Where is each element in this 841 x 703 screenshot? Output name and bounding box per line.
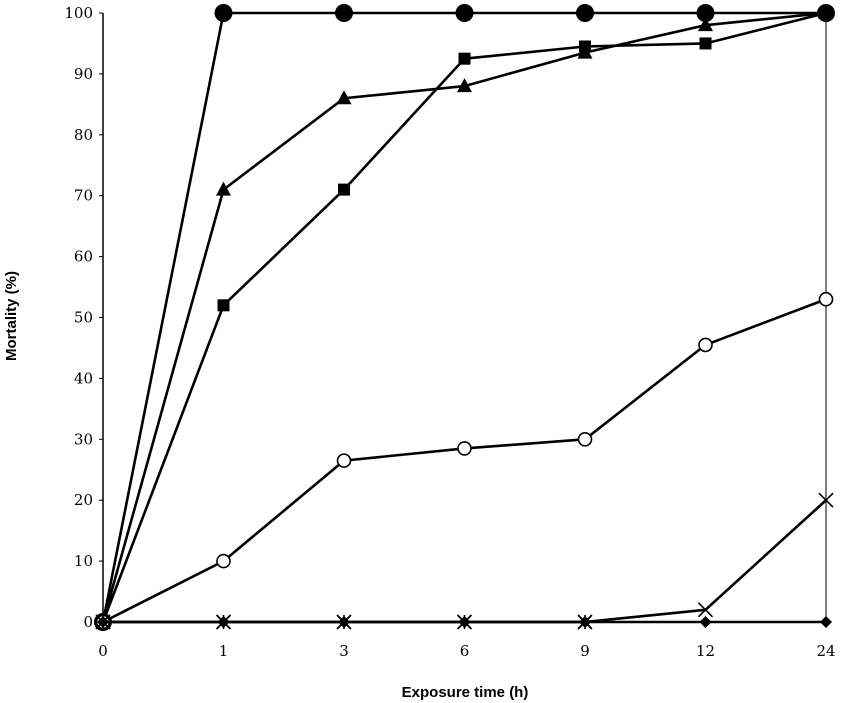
y-tick-label: 0 xyxy=(83,613,93,631)
y-tick-label: 100 xyxy=(64,4,93,22)
data-point xyxy=(214,4,233,22)
series-group xyxy=(94,4,835,631)
data-point xyxy=(457,78,472,93)
data-point xyxy=(97,616,109,628)
data-point xyxy=(216,181,231,196)
data-point xyxy=(338,183,350,196)
data-point xyxy=(336,90,352,105)
y-tick-label: 70 xyxy=(74,187,93,205)
data-point xyxy=(698,17,713,32)
series-line xyxy=(101,11,827,623)
data-point xyxy=(576,4,594,22)
series-open-circle xyxy=(95,291,834,630)
series-filled-circle xyxy=(94,4,835,631)
series-line xyxy=(101,11,826,623)
series-cross xyxy=(95,492,834,630)
y-tick-label: 30 xyxy=(74,430,93,448)
data-point xyxy=(455,4,474,22)
x-axis-title: Exposure time (h) xyxy=(402,684,529,701)
x-tick-label: 6 xyxy=(460,642,470,660)
data-point xyxy=(458,52,471,65)
y-tick-label: 50 xyxy=(74,309,93,327)
data-point xyxy=(820,7,832,19)
series-filled-diamond xyxy=(97,616,832,628)
data-point xyxy=(216,553,231,569)
data-point xyxy=(457,441,472,456)
x-tick-label: 1 xyxy=(219,642,229,660)
data-point xyxy=(698,337,713,353)
data-point xyxy=(818,492,834,508)
data-point xyxy=(217,299,230,312)
y-tick-label: 90 xyxy=(74,65,93,83)
y-tick-label: 80 xyxy=(74,126,93,144)
data-point xyxy=(699,616,712,628)
data-point xyxy=(820,616,832,628)
axes xyxy=(102,13,827,623)
data-point xyxy=(458,616,471,628)
series-line xyxy=(103,499,827,624)
series-line xyxy=(102,298,827,624)
data-point xyxy=(335,4,353,22)
data-point xyxy=(696,4,715,22)
data-point xyxy=(579,616,591,628)
data-point xyxy=(336,453,352,468)
y-tick-label: 20 xyxy=(74,491,93,509)
x-tick-label: 12 xyxy=(696,642,715,660)
series-line xyxy=(101,11,827,623)
data-point xyxy=(579,40,591,53)
y-tick-label: 60 xyxy=(74,248,93,266)
y-axis-title: Mortality (%) xyxy=(3,271,20,361)
data-point xyxy=(697,602,714,618)
y-tick-label: 10 xyxy=(74,552,93,570)
data-point xyxy=(577,431,593,447)
x-tick-label: 3 xyxy=(339,642,349,660)
data-point xyxy=(217,616,230,628)
x-tick-label: 9 xyxy=(580,642,590,660)
y-tick-label: 40 xyxy=(74,369,93,387)
tick-labels: 0 10 20 30 40 50 60 70 80 90 100 0 1 3 6 9 12 24 xyxy=(64,4,835,660)
data-point xyxy=(338,616,350,628)
x-tick-label: 0 xyxy=(98,642,108,660)
x-tick-label: 24 xyxy=(816,642,835,660)
data-point xyxy=(699,37,712,50)
data-point xyxy=(818,291,834,307)
